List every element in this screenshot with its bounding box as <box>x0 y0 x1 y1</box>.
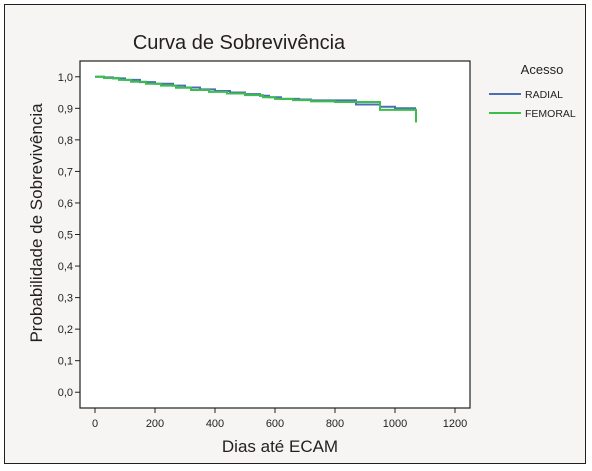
x-tick-label: 1000 <box>383 418 407 430</box>
x-tick-label: 400 <box>206 418 224 430</box>
legend-title: Acesso <box>521 62 564 77</box>
y-tick-label: 0,6 <box>58 198 73 210</box>
y-tick-label: 0,5 <box>58 230 73 242</box>
series-line-femoral <box>95 75 417 123</box>
plot-area <box>79 60 471 409</box>
y-tick-label: 1,0 <box>58 72 73 84</box>
legend: RADIAL FEMORAL <box>489 89 576 120</box>
legend-label-radial: RADIAL <box>525 89 563 101</box>
chart-title: Curva de Sobrevivência <box>133 32 346 54</box>
x-tick-label: 600 <box>266 418 284 430</box>
y-tick-label: 0,2 <box>58 324 73 336</box>
y-tick-label: 0,1 <box>58 356 73 368</box>
y-tick-label: 0,8 <box>58 135 73 147</box>
x-axis-label: Dias até ECAM <box>222 437 338 456</box>
x-tick-label: 1200 <box>443 418 467 430</box>
y-tick-label: 0,9 <box>58 103 73 115</box>
x-tick-label: 800 <box>326 418 344 430</box>
y-tick-label: 0,3 <box>58 293 73 305</box>
axes: 0 200 400 600 800 1000 1200 0,0 0,1 0,2 0,3 0,4 0,5 0… <box>58 72 468 430</box>
legend-label-femoral: FEMORAL <box>525 108 576 120</box>
y-tick-label: 0,7 <box>58 166 73 178</box>
survival-chart: Curva de Sobrevivência Probabilidade de … <box>27 32 576 456</box>
y-tick-label: 0,0 <box>58 387 73 399</box>
series-lines <box>95 75 417 123</box>
chart-frame: Curva de Sobrevivência Probabilidade de … <box>4 4 586 464</box>
x-tick-label: 200 <box>146 418 164 430</box>
plot-background <box>79 60 471 409</box>
x-tick-label: 0 <box>92 418 98 430</box>
y-tick-label: 0,4 <box>58 261 73 273</box>
y-axis-label: Probabilidade de Sobrevivência <box>27 103 46 343</box>
